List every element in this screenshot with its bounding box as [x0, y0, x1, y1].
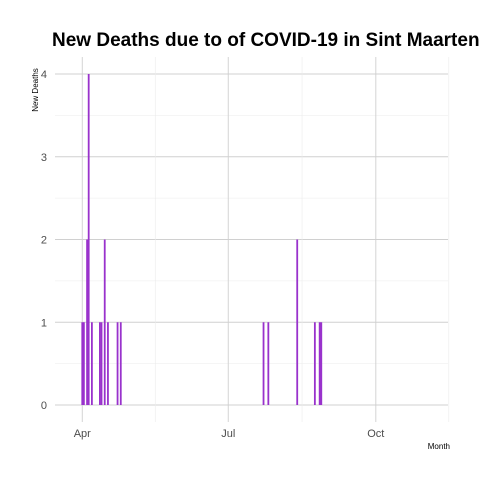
bar [267, 322, 270, 405]
y-tick-label: 4 [41, 69, 47, 81]
bar [107, 322, 109, 405]
bar [90, 322, 93, 405]
x-axis-label: Month [428, 442, 450, 451]
bar [99, 322, 101, 405]
y-tick-label: 0 [41, 400, 47, 412]
bar [296, 239, 299, 405]
bar [82, 322, 85, 405]
bar [119, 322, 122, 405]
bar [81, 322, 84, 405]
y-axis-ticks: 0 1 2 3 4 [41, 69, 47, 412]
x-axis-ticks: Apr Jul Oct [74, 428, 385, 440]
bar [86, 239, 88, 405]
bar [116, 322, 119, 405]
bar [100, 322, 103, 405]
y-tick-label: 2 [41, 235, 47, 247]
grid [55, 57, 450, 422]
x-tick-label: Oct [367, 428, 384, 440]
x-tick-label: Jul [221, 428, 235, 440]
y-tick-label: 3 [41, 152, 47, 164]
bar [87, 74, 90, 405]
bar [103, 239, 106, 405]
bar [320, 322, 323, 405]
y-tick-label: 1 [41, 317, 47, 329]
bar [318, 322, 321, 405]
bar [262, 322, 265, 405]
x-tick-label: Apr [74, 428, 91, 440]
chart-title: New Deaths due to of COVID-19 in Sint Ma… [52, 30, 480, 51]
bar [313, 322, 316, 405]
y-axis-label: New Deaths [31, 68, 40, 112]
bars [81, 74, 323, 405]
